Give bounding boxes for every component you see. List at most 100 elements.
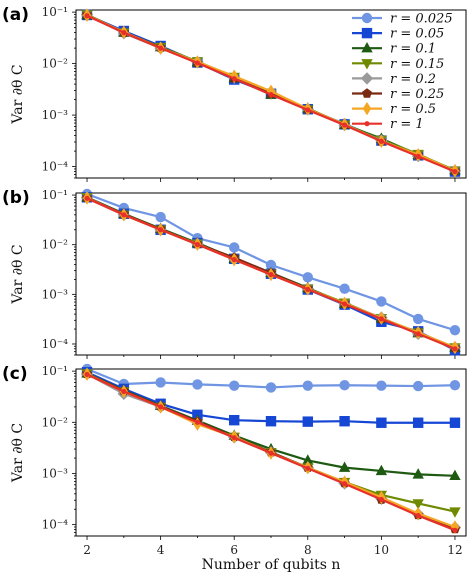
data-point [268,450,274,456]
data-point [449,507,461,518]
data-point [155,377,166,388]
data-point [449,324,461,336]
data-point [341,122,348,128]
data-point [375,464,388,476]
data-point [305,465,311,471]
data-point [194,60,201,66]
data-point [121,30,127,36]
data-point [412,313,424,325]
data-point [158,45,164,51]
data-point [158,404,164,410]
data-point [376,296,387,307]
y-tick-label: 10⁻³ [42,108,69,122]
data-point [84,371,90,378]
x-axis-label: Number of qubits n [202,557,341,573]
data-point [155,211,166,223]
data-point [378,496,384,503]
x-tick-label: 4 [157,543,165,557]
data-point [229,414,240,426]
legend-entry: r = 0.25 [390,87,444,102]
y-tick-label: 10⁻⁴ [42,160,69,174]
data-point [378,138,384,144]
data-point [302,380,313,391]
data-point [341,301,348,307]
legend-marker [364,121,370,127]
legend-marker [361,12,373,24]
data-point [121,388,127,395]
data-point [231,257,237,263]
x-tick-label: 8 [304,543,312,557]
legend-entry: r = 0.2 [390,72,436,87]
y-tick-label: 10⁻² [42,57,69,71]
data-point [231,435,237,441]
legend-entry: r = 0.15 [390,57,444,72]
y-tick-label: 10⁻² [42,238,69,252]
legend-marker [360,72,374,85]
data-point [268,271,274,278]
data-point [376,417,387,428]
data-point [265,416,277,427]
data-point [415,153,421,159]
panel-label: (b) [2,188,30,208]
data-point [194,241,201,248]
panel-label: (a) [2,5,29,25]
series-8 [84,13,458,175]
data-point [268,92,274,98]
data-point [449,380,461,391]
data-point [229,380,240,391]
series-8 [84,195,458,352]
data-point [158,227,164,233]
data-point [305,286,311,292]
data-point [452,168,458,175]
data-point [229,242,240,253]
data-point [339,283,350,294]
data-point [452,346,458,352]
x-tick-label: 6 [230,543,238,557]
data-point [302,416,313,427]
legend-marker [362,101,372,116]
data-point [84,195,90,201]
data-point [341,481,348,487]
data-point [415,513,421,519]
x-tick-label: 12 [447,543,462,557]
data-point [339,380,350,391]
y-tick-label: 10⁻⁴ [42,337,69,351]
legend-entry: r = 0.5 [390,102,436,117]
legend-marker [361,42,373,53]
data-point [449,417,461,428]
data-point [302,272,313,283]
series-1 [81,188,461,336]
data-point [339,416,350,427]
data-point [412,468,424,479]
legend-entry: r = 1 [390,117,424,132]
data-point [450,520,460,534]
data-point [302,454,314,465]
y-tick-label: 10⁻¹ [42,188,68,202]
legend-entry: r = 0.025 [390,12,453,27]
panel-3: 10⁻⁴ 10⁻³ 10⁻² 10⁻¹ 2 4 6 8 10 12 Var ∂θ C (c) Numbe… [2,363,467,573]
data-point [412,380,424,392]
legend-marker [361,59,373,70]
y-axis-label: Var ∂θ C [10,64,26,124]
data-point [452,527,458,533]
y-tick-label: 10⁻¹ [42,5,68,19]
panel-label: (c) [2,364,28,384]
data-point [449,469,461,481]
data-point [412,417,424,428]
x-tick-label: 2 [83,543,91,557]
data-point [121,212,127,218]
data-point [192,379,203,390]
data-point [194,419,201,425]
x-tick-label: 10 [374,543,389,557]
y-tick-label: 10⁻³ [42,466,69,480]
y-tick-label: 10⁻⁴ [42,518,69,532]
legend-marker [361,27,373,39]
legend-entry: r = 0.05 [390,27,444,42]
data-point [265,259,277,271]
data-point [412,499,424,510]
data-point [415,331,421,337]
data-point [231,76,237,82]
y-tick-label: 10⁻² [42,415,69,429]
